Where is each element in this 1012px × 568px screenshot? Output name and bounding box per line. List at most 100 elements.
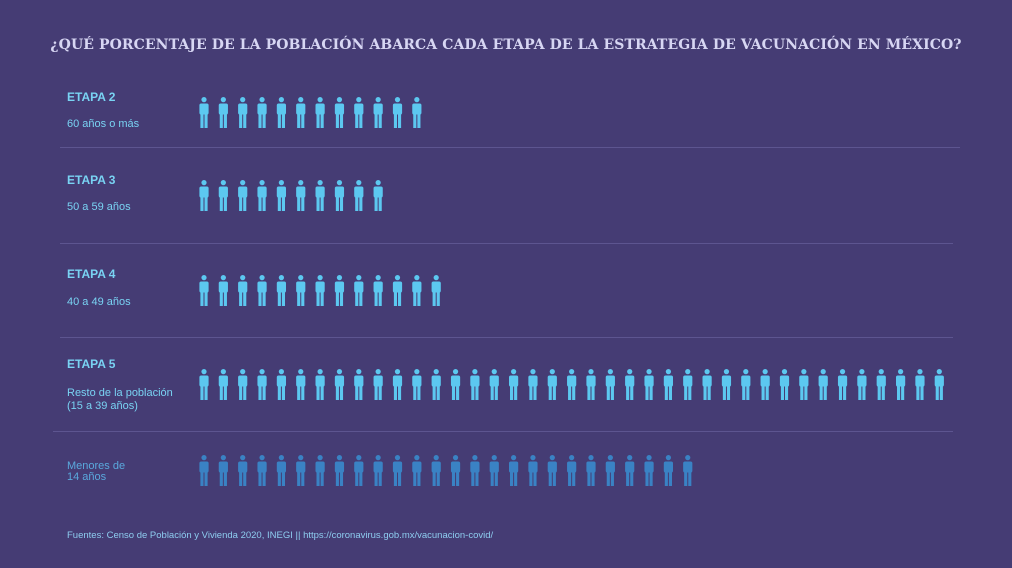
person-icon: [315, 180, 325, 211]
person-icon: [373, 369, 383, 400]
person-icon: [218, 455, 228, 486]
person-icon: [199, 455, 209, 486]
person-icon: [334, 369, 345, 400]
person-icon: [586, 455, 596, 486]
person-icon: [663, 455, 673, 486]
person-icon: [199, 97, 209, 128]
person-icon: [683, 455, 693, 486]
person-icon: [334, 180, 345, 211]
person-icon: [934, 369, 944, 400]
person-icon: [199, 275, 209, 306]
person-icon: [354, 180, 364, 211]
person-icon: [721, 369, 732, 400]
sources-footer: Fuentes: Censo de Población y Vivienda 2…: [67, 530, 494, 541]
person-icon: [431, 369, 441, 400]
person-icon: [741, 369, 751, 400]
person-icon: [605, 369, 615, 400]
divider: [60, 337, 953, 338]
person-icon: [199, 369, 209, 400]
divider: [53, 431, 953, 432]
person-icon: [373, 275, 383, 306]
person-icon: [392, 97, 403, 128]
row-sublabel-etapa-3: 50 a 59 años: [67, 201, 131, 213]
person-icon: [238, 180, 248, 211]
person-icon: [315, 369, 325, 400]
person-icon: [392, 455, 403, 486]
person-icon: [218, 180, 228, 211]
person-icon: [547, 455, 557, 486]
row-label-etapa-3: ETAPA 3: [67, 173, 116, 187]
person-icon: [470, 455, 480, 486]
person-icon: [199, 180, 209, 211]
person-icon: [392, 369, 403, 400]
person-icon: [296, 97, 306, 128]
person-icon: [567, 369, 577, 400]
person-icon: [799, 369, 809, 400]
person-icon: [489, 369, 499, 400]
person-icon: [315, 275, 325, 306]
person-icon: [450, 369, 461, 400]
person-icon: [315, 97, 325, 128]
person-icon: [276, 97, 286, 128]
person-icon: [509, 455, 519, 486]
person-icon: [528, 369, 538, 400]
person-icon: [489, 455, 499, 486]
person-icon: [586, 369, 596, 400]
person-icon: [567, 455, 577, 486]
person-icon: [276, 275, 286, 306]
person-icon: [625, 369, 635, 400]
person-icon: [354, 97, 364, 128]
person-icon: [896, 369, 906, 400]
row-sublabel-etapa-2: 60 años o más: [67, 118, 140, 130]
row-label-etapa-4: ETAPA 4: [67, 267, 116, 281]
divider: [60, 243, 953, 244]
person-icon: [296, 369, 306, 400]
icon-row-5: [199, 455, 693, 486]
person-icon: [392, 275, 403, 306]
person-icon: [683, 369, 693, 400]
person-icon: [218, 275, 228, 306]
icon-row-1: [199, 97, 422, 128]
person-icon: [663, 369, 673, 400]
person-icon: [334, 97, 345, 128]
person-icon: [837, 369, 848, 400]
person-icon: [547, 369, 557, 400]
person-icon: [257, 180, 267, 211]
person-icon: [257, 97, 267, 128]
person-icon: [818, 369, 828, 400]
person-icon: [412, 275, 422, 306]
person-icon: [625, 455, 635, 486]
divider: [60, 147, 960, 148]
person-icon: [450, 455, 461, 486]
row-label-etapa-2: ETAPA 2: [67, 90, 116, 104]
person-icon: [412, 369, 422, 400]
row-sublabel-etapa-4: 40 a 49 años: [67, 296, 131, 308]
person-icon: [354, 455, 364, 486]
row-sublabel-etapa-5-line2: (15 a 39 años): [67, 400, 138, 412]
person-icon: [257, 275, 267, 306]
person-icon: [644, 455, 654, 486]
person-icon: [702, 369, 712, 400]
row-label-menores-line1: Menores de: [67, 460, 126, 472]
person-icon: [257, 455, 267, 486]
person-icon: [334, 275, 345, 306]
person-icon: [276, 369, 286, 400]
person-icon: [412, 455, 422, 486]
person-icon: [315, 455, 325, 486]
icon-row-3: [199, 275, 441, 306]
person-icon: [238, 97, 248, 128]
chart-title: ¿QUÉ PORCENTAJE DE LA POBLACIÓN ABARCA C…: [50, 37, 962, 53]
person-icon: [857, 369, 867, 400]
icon-row-4: [199, 369, 944, 400]
person-icon: [431, 275, 441, 306]
person-icon: [354, 275, 364, 306]
person-icon: [296, 455, 306, 486]
person-icon: [470, 369, 480, 400]
row-sublabel-etapa-5-line1: Resto de la población: [67, 387, 173, 399]
person-icon: [296, 275, 306, 306]
person-icon: [644, 369, 654, 400]
person-icon: [431, 455, 441, 486]
person-icon: [760, 369, 770, 400]
person-icon: [779, 369, 790, 400]
